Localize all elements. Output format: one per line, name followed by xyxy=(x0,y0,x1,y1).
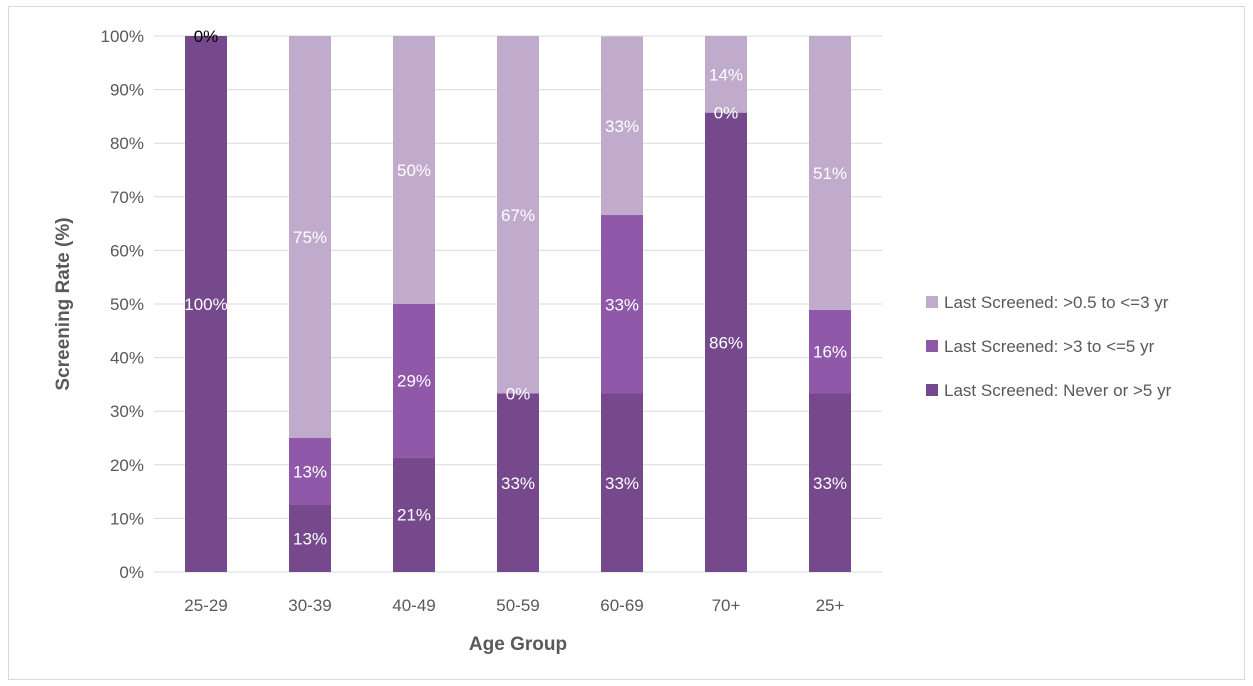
data-label: 33% xyxy=(605,295,639,314)
y-tick-label: 30% xyxy=(110,402,144,421)
bar-segment xyxy=(601,215,643,394)
x-axis-title: Age Group xyxy=(469,634,567,655)
legend-item: Last Screened: >3 to <=5 yr xyxy=(926,337,1155,356)
data-label: 33% xyxy=(605,117,639,136)
x-tick-label: 40-49 xyxy=(392,596,435,615)
x-tick-label: 70+ xyxy=(712,596,741,615)
bar-segment xyxy=(705,36,747,113)
x-tick-label: 25+ xyxy=(816,596,845,615)
bar-segment xyxy=(497,36,539,394)
legend-item: Last Screened: >0.5 to <=3 yr xyxy=(926,293,1169,312)
data-label: 16% xyxy=(813,343,847,362)
y-tick-label: 50% xyxy=(110,295,144,314)
legend-item: Last Screened: Never or >5 yr xyxy=(926,381,1172,400)
data-label: 0% xyxy=(194,27,219,46)
data-label: 13% xyxy=(293,463,327,482)
bar-segment xyxy=(601,393,643,572)
data-label: 33% xyxy=(813,474,847,493)
data-label: 13% xyxy=(293,530,327,549)
data-label: 75% xyxy=(293,228,327,247)
y-tick-label: 40% xyxy=(110,349,144,368)
data-label: 33% xyxy=(501,474,535,493)
data-label: 86% xyxy=(709,333,743,352)
bar-segment xyxy=(185,36,227,572)
legend-label: Last Screened: >0.5 to <=3 yr xyxy=(944,293,1169,312)
y-tick-label: 70% xyxy=(110,188,144,207)
data-label: 33% xyxy=(605,474,639,493)
data-label: 14% xyxy=(709,65,743,84)
y-tick-label: 90% xyxy=(110,81,144,100)
bar-segment xyxy=(393,457,435,572)
bar-segment xyxy=(809,393,851,572)
x-tick-label: 60-69 xyxy=(600,596,643,615)
bar-segment xyxy=(809,36,851,310)
y-axis-ticks: 0% 10% 20% 30% 40% 50% 60% 70% 80% 90% 100% xyxy=(101,27,144,582)
bar-segment xyxy=(497,393,539,572)
y-tick-label: 0% xyxy=(119,563,144,582)
data-label: 29% xyxy=(397,372,431,391)
legend: Last Screened: >0.5 to <=3 yr Last Screen… xyxy=(926,293,1172,400)
data-label: 21% xyxy=(397,506,431,525)
y-tick-label: 100% xyxy=(101,27,144,46)
x-tick-label: 25-29 xyxy=(184,596,227,615)
bar-segment xyxy=(601,36,643,216)
x-axis-ticks: 25-29 30-39 40-49 50-59 60-69 70+ 25+ xyxy=(184,596,844,615)
bar-segment xyxy=(393,304,435,458)
y-tick-label: 60% xyxy=(110,241,144,260)
legend-swatch xyxy=(926,296,938,308)
data-label: 0% xyxy=(714,104,739,123)
x-tick-label: 50-59 xyxy=(496,596,539,615)
data-label: 0% xyxy=(506,385,531,404)
legend-swatch xyxy=(926,340,938,352)
x-tick-label: 30-39 xyxy=(288,596,331,615)
bar-segment xyxy=(289,36,331,438)
stacked-bar-chart: 100% 0% 13% 13% 75% 21% 29% 50% 33% 0% 67% 33% 33% 33… xyxy=(53,27,1172,655)
legend-swatch xyxy=(926,384,938,396)
data-label: 67% xyxy=(501,206,535,225)
bar-segment xyxy=(289,505,331,572)
data-labels: 100% 0% 13% 13% 75% 21% 29% 50% 33% 0% 67% 33% 33% 33… xyxy=(184,27,847,549)
legend-label: Last Screened: Never or >5 yr xyxy=(944,381,1172,400)
bars xyxy=(185,36,851,572)
bar-segment xyxy=(289,438,331,505)
data-label: 51% xyxy=(813,164,847,183)
legend-label: Last Screened: >3 to <=5 yr xyxy=(944,337,1155,356)
chart-frame: 100% 0% 13% 13% 75% 21% 29% 50% 33% 0% 67% 33% 33% 33… xyxy=(8,6,1245,680)
bar-segment xyxy=(393,36,435,304)
y-tick-label: 20% xyxy=(110,456,144,475)
bar-segment xyxy=(809,309,851,394)
y-tick-label: 10% xyxy=(110,509,144,528)
y-tick-label: 80% xyxy=(110,134,144,153)
data-label: 50% xyxy=(397,161,431,180)
bar-segment xyxy=(705,112,747,572)
data-label: 100% xyxy=(184,295,227,314)
y-axis-title: Screening Rate (%) xyxy=(53,217,74,390)
